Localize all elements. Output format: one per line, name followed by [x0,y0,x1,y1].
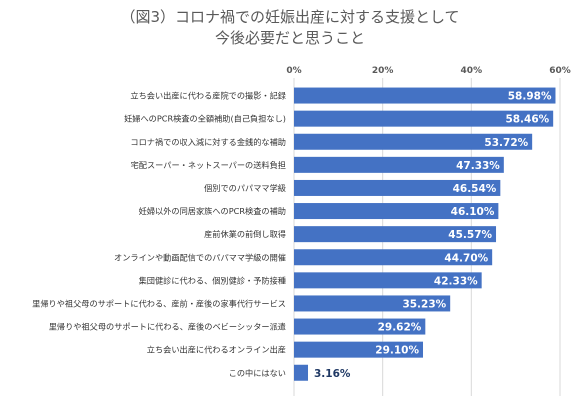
bar [294,341,424,358]
x-axis-ticks: 0% 20% 40% 60% [286,66,570,76]
chart-title-line-1: （図3）コロナ禍での妊娠出産に対する支援として [120,8,459,26]
data-label: 47.33% [456,160,500,172]
category-label: この中にはない [229,368,286,378]
data-label: 3.16% [314,368,351,380]
category-label: 妊婦以外の同居家族へのPCR検査の補助 [139,206,286,216]
bar [294,249,493,266]
data-label: 58.98% [508,91,552,103]
category-labels: 立ち会い出産に代わる産院での撮影・記録妊婦へのPCR検査の全額補助(自己負担なし… [32,91,286,378]
bar [294,226,497,243]
bar [294,203,499,220]
x-tick-label: 0% [286,66,301,76]
x-tick-label: 20% [372,66,394,76]
bar [294,179,501,196]
category-label: 里帰りや祖父母のサポートに代わる、産前・産後の家事代行サービス [32,298,286,308]
bar [294,318,426,335]
data-label: 44.70% [444,252,488,264]
category-label: 産前休業の前倒し取得 [204,229,286,239]
data-label: 29.62% [378,322,422,334]
data-label: 35.23% [402,298,446,310]
category-label: 宅配スーパー・ネットスーパーの送料負担 [131,160,286,170]
category-label: 集団健診に代わる、個別健診・予防接種 [139,275,286,285]
data-label: 53.72% [484,137,528,149]
bars: 58.98% 58.46% 53.72% 47.33% 46.54% 46.10% 45.5… [294,87,556,381]
category-label: 個別でのパパママ学級 [204,183,286,193]
data-label: 29.10% [375,345,419,357]
x-tick-label: 60% [549,66,571,76]
category-label: 里帰りや祖父母のサポートに代わる、産後のベビーシッター派遣 [49,322,286,332]
category-label: コロナ禍での収入減に対する金銭的な補助 [130,137,286,147]
bar [294,364,309,381]
category-label: 立ち会い出産に代わるオンライン出産 [147,345,286,355]
category-label: オンラインや動画配信でのパパママ学級の開催 [114,252,286,262]
chart-title-line-2: 今後必要だと思うこと [215,29,365,47]
data-label: 46.54% [453,183,497,195]
bar [294,133,533,150]
bar [294,272,482,289]
data-label: 45.57% [448,229,492,241]
data-label: 42.33% [434,275,478,287]
bar [294,156,504,173]
x-tick-label: 40% [461,66,483,76]
bar [294,295,451,312]
bar [294,87,556,104]
category-label: 立ち会い出産に代わる産院での撮影・記録 [130,91,286,101]
category-label: 妊婦へのPCR検査の全額補助(自己負担なし) [124,114,286,124]
data-label: 58.46% [505,114,549,126]
bar [294,110,554,127]
data-label: 46.10% [451,206,495,218]
